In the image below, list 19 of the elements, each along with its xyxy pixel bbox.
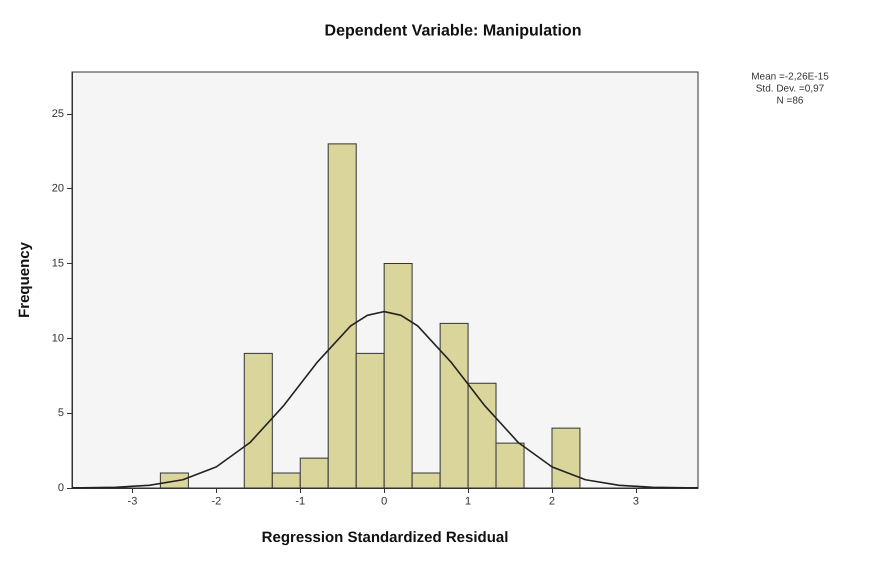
text: Mean =-2,26E-15 — [751, 72, 830, 82]
y-tick-label: 15 — [52, 258, 64, 270]
y-tick-label: 5 — [58, 407, 64, 420]
x-axis-title: Regression Standardized Residual — [262, 529, 508, 546]
x-tick-label: 2 — [548, 496, 556, 508]
x-tick-label: -1 — [295, 496, 306, 508]
y-tick-label: 10 — [52, 332, 64, 344]
y-axis-title: Frequency — [16, 241, 33, 318]
x-tick-label: 1 — [465, 496, 472, 508]
y-tick-label: 0 — [58, 482, 64, 494]
x-tick-label: -2 — [211, 496, 222, 508]
y-tick-label: 20 — [52, 182, 64, 195]
x-tick-label: -3 — [128, 496, 138, 508]
x-tick-label: 0 — [381, 496, 388, 508]
y-tick-label: 25 — [52, 108, 64, 120]
text: Std. Dev. =0,97 — [756, 84, 825, 94]
chart-title: Dependent Variable: Manipulation — [324, 22, 582, 40]
x-tick-label: 3 — [632, 496, 639, 508]
text: N =86 — [776, 96, 804, 106]
